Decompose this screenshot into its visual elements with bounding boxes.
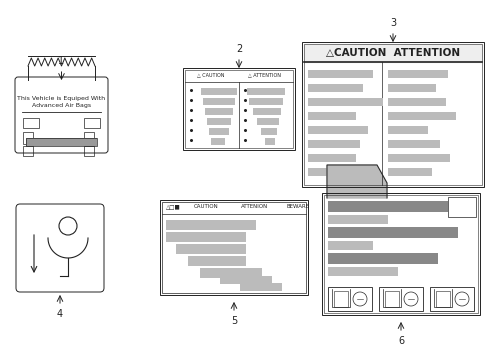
Bar	[253, 108, 281, 115]
Bar	[162, 202, 306, 293]
Bar	[388, 154, 450, 162]
Bar	[448, 197, 476, 217]
Text: 5: 5	[231, 316, 237, 326]
Bar	[308, 98, 383, 106]
Bar	[247, 88, 285, 95]
Bar	[388, 70, 448, 78]
Bar	[200, 268, 262, 278]
Bar	[205, 108, 233, 115]
Bar	[84, 146, 94, 156]
Text: 3: 3	[390, 18, 396, 28]
Text: This Vehicle is Equiped With
Advanced Air Bags: This Vehicle is Equiped With Advanced Ai…	[18, 96, 105, 108]
Bar	[201, 88, 237, 95]
Bar	[388, 126, 428, 134]
Bar	[308, 70, 373, 78]
Bar	[328, 287, 372, 311]
Bar	[220, 276, 272, 284]
Bar	[23, 118, 39, 128]
Bar	[308, 140, 360, 148]
Bar	[328, 227, 458, 238]
Bar	[308, 112, 356, 120]
Bar	[185, 70, 293, 148]
Bar	[334, 291, 348, 307]
Text: △□■: △□■	[166, 204, 181, 210]
Bar	[388, 112, 456, 120]
Bar	[322, 193, 480, 315]
Bar	[328, 267, 398, 276]
Bar	[166, 232, 246, 242]
Bar	[430, 287, 474, 311]
Bar	[26, 138, 97, 146]
Bar	[385, 291, 399, 307]
Bar	[302, 42, 484, 187]
Bar	[328, 201, 448, 212]
Bar	[209, 128, 229, 135]
Bar	[304, 44, 482, 185]
Bar	[84, 132, 94, 144]
Bar	[308, 168, 370, 176]
Bar	[257, 118, 279, 125]
Bar	[166, 220, 256, 230]
Bar	[328, 241, 373, 250]
Bar	[183, 68, 295, 150]
Bar	[388, 84, 436, 92]
Bar	[436, 291, 450, 307]
Bar	[23, 146, 33, 156]
Text: 6: 6	[398, 336, 404, 346]
Text: 2: 2	[236, 44, 242, 54]
Text: CAUTION: CAUTION	[194, 204, 219, 210]
Text: △ CAUTION: △ CAUTION	[197, 72, 225, 77]
Bar	[308, 126, 368, 134]
Bar	[308, 84, 363, 92]
Text: 4: 4	[57, 309, 63, 319]
Bar	[308, 154, 356, 162]
Bar	[328, 253, 438, 264]
Bar	[261, 128, 277, 135]
Bar	[328, 215, 388, 224]
Text: △ ATTENTION: △ ATTENTION	[248, 72, 281, 77]
Bar	[388, 98, 446, 106]
Bar	[211, 138, 225, 145]
Bar	[188, 256, 246, 266]
Bar	[23, 132, 33, 144]
Bar	[249, 98, 283, 105]
Bar	[26, 138, 97, 146]
Bar	[84, 118, 100, 128]
Bar	[379, 287, 423, 311]
Bar	[240, 283, 282, 291]
Bar	[207, 118, 231, 125]
Text: BEWARE: BEWARE	[287, 204, 310, 210]
Polygon shape	[327, 165, 387, 198]
Bar	[388, 140, 440, 148]
Bar	[324, 195, 478, 313]
Text: 1: 1	[58, 56, 65, 66]
Bar	[160, 200, 308, 295]
Bar	[176, 244, 246, 254]
Bar	[203, 98, 235, 105]
Text: △CAUTION  ATTENTION: △CAUTION ATTENTION	[326, 48, 460, 58]
Bar	[265, 138, 275, 145]
Text: ATTENION: ATTENION	[242, 204, 269, 210]
Bar	[388, 168, 432, 176]
